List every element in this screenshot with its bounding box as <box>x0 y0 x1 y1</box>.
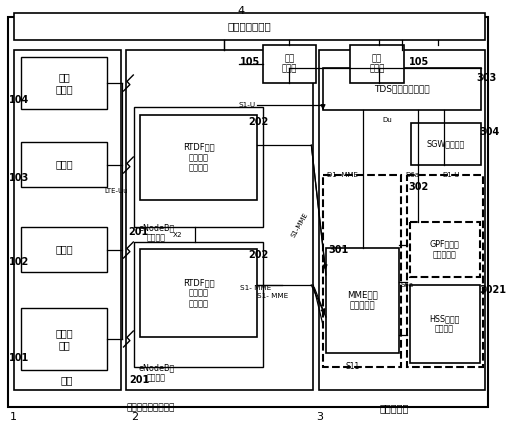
Text: 105: 105 <box>408 57 428 67</box>
Text: D6a: D6a <box>405 172 419 178</box>
Text: 车载台: 车载台 <box>55 244 73 255</box>
Bar <box>126 50 313 390</box>
Text: 无线
调度台: 无线 调度台 <box>55 72 73 94</box>
Bar <box>406 175 482 367</box>
Text: 201: 201 <box>128 227 149 237</box>
Text: D1- MME: D1- MME <box>326 172 357 178</box>
Text: 1: 1 <box>10 412 17 422</box>
Text: 手持移
动台: 手持移 动台 <box>55 328 73 350</box>
Text: 网络子系统: 网络子系统 <box>379 403 408 413</box>
Text: Du: Du <box>382 117 391 123</box>
Bar <box>325 248 398 353</box>
Bar <box>350 45 403 83</box>
Bar <box>21 142 107 187</box>
Text: 3021: 3021 <box>478 285 505 295</box>
Text: 有线
调度台: 有线 调度台 <box>369 54 384 74</box>
Bar <box>410 123 479 165</box>
Text: S1-MME: S1-MME <box>290 212 308 238</box>
Bar <box>140 115 257 200</box>
Text: RTDF无线
集群调度
功能实体: RTDF无线 集群调度 功能实体 <box>182 278 214 308</box>
Bar <box>134 107 262 227</box>
Text: 操作维护子系统: 操作维护子系统 <box>227 22 270 31</box>
Bar <box>409 285 478 363</box>
Text: RTDF无线
集群调度
功能实体: RTDF无线 集群调度 功能实体 <box>182 143 214 173</box>
Bar <box>14 13 484 40</box>
Text: 201: 201 <box>129 375 149 385</box>
Text: 302: 302 <box>408 182 428 192</box>
Text: 3: 3 <box>316 412 323 422</box>
Text: TDS集群调度服务器: TDS集群调度服务器 <box>373 85 429 94</box>
Text: GPF集群概
要功能实体: GPF集群概 要功能实体 <box>429 240 459 259</box>
Text: S1- MME: S1- MME <box>240 285 271 291</box>
Text: 宽带无线接入子系统: 宽带无线接入子系统 <box>126 403 175 412</box>
Bar <box>322 175 400 367</box>
Text: 202: 202 <box>247 117 268 127</box>
Text: MME移动
性管理实体: MME移动 性管理实体 <box>346 291 377 310</box>
Text: 2: 2 <box>131 412 138 422</box>
Text: 301: 301 <box>328 245 348 255</box>
Text: D1-U: D1-U <box>442 172 459 178</box>
Text: 304: 304 <box>478 127 499 137</box>
Text: S1- MME: S1- MME <box>257 293 288 299</box>
Text: 固定台: 固定台 <box>55 159 73 170</box>
Bar <box>140 249 257 337</box>
Text: 105: 105 <box>240 57 260 67</box>
Text: HSS归属用
户服务器: HSS归属用 户服务器 <box>429 314 459 334</box>
Text: S11: S11 <box>345 362 359 371</box>
Text: 202: 202 <box>247 250 268 260</box>
Bar <box>21 308 107 370</box>
Bar <box>262 45 316 83</box>
Text: SGW服务网关: SGW服务网关 <box>426 139 464 148</box>
Text: 4: 4 <box>237 6 244 16</box>
Text: 104: 104 <box>9 95 29 105</box>
Text: 103: 103 <box>9 173 29 183</box>
Bar <box>14 50 121 390</box>
Text: S6a: S6a <box>400 282 413 288</box>
Text: 102: 102 <box>9 257 29 267</box>
Text: 101: 101 <box>9 353 29 363</box>
Text: X2: X2 <box>173 232 182 238</box>
Bar <box>409 222 478 277</box>
Bar <box>134 242 262 367</box>
Bar <box>21 227 107 272</box>
Bar <box>319 50 484 390</box>
Bar <box>322 68 479 110</box>
Text: 有线
调度台: 有线 调度台 <box>281 54 297 74</box>
Text: 终端: 终端 <box>61 375 73 385</box>
Text: 303: 303 <box>476 73 496 83</box>
Text: S1-U: S1-U <box>238 102 255 108</box>
Text: eNodeB演
进型基站: eNodeB演 进型基站 <box>138 363 174 382</box>
Text: LTE-Uu: LTE-Uu <box>104 188 127 194</box>
Bar <box>21 57 107 109</box>
Text: eNodeB演
进型基站: eNodeB演 进型基站 <box>138 223 174 242</box>
